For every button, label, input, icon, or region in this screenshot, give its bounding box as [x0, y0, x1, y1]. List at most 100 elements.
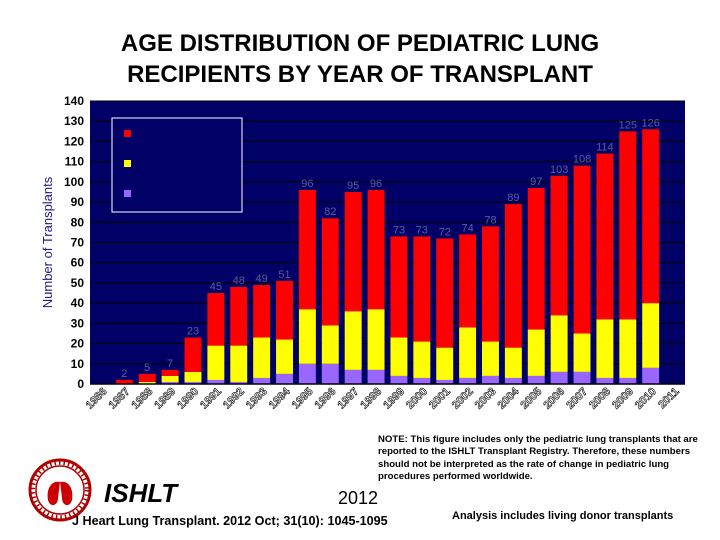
- x-tick-label: 1994: [267, 385, 293, 411]
- bar-total-label: 114: [596, 142, 614, 154]
- y-tick-label: 70: [71, 236, 85, 250]
- bar-segment: [321, 363, 339, 384]
- y-tick-label: 120: [64, 134, 84, 148]
- bar-segment: [482, 375, 499, 384]
- y-tick-label: 80: [71, 215, 85, 229]
- bar-total-label: 97: [530, 176, 542, 188]
- bar-total-label: 2: [121, 368, 127, 380]
- y-tick-label: 20: [71, 337, 85, 351]
- org-name: ISHLT: [104, 478, 178, 508]
- bar-total-label: 73: [393, 224, 405, 236]
- bar-segment: [413, 341, 431, 378]
- bar-segment: [504, 377, 522, 384]
- bar-total-label: 126: [641, 117, 659, 129]
- x-tick-label: 2002: [450, 386, 476, 412]
- bar-segment: [413, 236, 431, 342]
- y-tick-label: 0: [77, 377, 84, 391]
- x-tick-label: 1992: [221, 386, 247, 412]
- bar-segment: [550, 175, 568, 316]
- bar-segment: [504, 347, 522, 378]
- bar-segment: [390, 236, 408, 338]
- bar-segment: [367, 369, 385, 384]
- report-year: 2012: [338, 488, 379, 508]
- x-tick-label: 2001: [427, 386, 453, 412]
- legend-swatch: [124, 130, 131, 137]
- bar-segment: [276, 339, 293, 374]
- bar-segment: [298, 189, 316, 310]
- bar-segment: [459, 234, 477, 328]
- bar-segment: [642, 129, 660, 304]
- bar-segment: [207, 379, 225, 384]
- x-tick-label: 2007: [564, 386, 590, 412]
- bar-segment: [298, 309, 316, 364]
- bar-segment: [573, 333, 591, 372]
- bar-total-label: 95: [347, 180, 359, 192]
- x-tick-label: 2000: [404, 386, 430, 412]
- bar-total-label: 96: [301, 178, 313, 190]
- x-tick-label: 2011: [656, 386, 681, 411]
- bar-segment: [367, 309, 385, 370]
- bar-total-label: 49: [256, 273, 268, 285]
- bar-total-label: 5: [144, 362, 150, 374]
- legend-swatch: [124, 160, 131, 167]
- bar-total-label: 7: [167, 358, 173, 370]
- x-tick-label: 1986: [84, 386, 110, 412]
- bar-segment: [619, 377, 637, 384]
- bar-total-label: 73: [416, 224, 428, 236]
- y-tick-label: 10: [71, 357, 85, 371]
- y-tick-label: 30: [71, 316, 85, 330]
- bar-segment: [504, 204, 522, 348]
- bar-segment: [436, 238, 454, 348]
- legend-swatch: [124, 190, 131, 197]
- bar-segment: [184, 337, 202, 372]
- y-tick-label: 40: [71, 296, 85, 310]
- x-tick-label: 2006: [541, 386, 567, 412]
- bar-segment: [573, 371, 591, 384]
- y-tick-label: 140: [64, 94, 84, 108]
- bar-segment: [459, 327, 477, 378]
- bar-segment: [321, 218, 339, 326]
- bar-segment: [596, 377, 614, 384]
- bar-segment: [390, 375, 408, 384]
- x-tick-label: 2005: [519, 386, 545, 412]
- x-tick-label: 1990: [175, 386, 201, 412]
- bar-segment: [619, 319, 637, 378]
- bar-segment: [642, 367, 660, 384]
- bar-segment: [253, 377, 271, 384]
- bar-segment: [230, 345, 248, 382]
- x-tick-label: 2003: [473, 386, 499, 412]
- bar-segment: [161, 369, 179, 376]
- bar-total-label: 96: [370, 178, 382, 190]
- bar-total-label: 125: [619, 119, 637, 131]
- bar-segment: [253, 284, 271, 338]
- bar-segment: [207, 345, 225, 380]
- title-line-1: AGE DISTRIBUTION OF PEDIATRIC LUNG: [120, 30, 600, 57]
- bar-segment: [161, 381, 179, 384]
- x-tick-label: 1987: [107, 386, 133, 412]
- bar-segment: [413, 377, 431, 384]
- bar-segment: [161, 375, 179, 382]
- x-tick-label: 1998: [358, 386, 384, 412]
- bar-total-label: 51: [278, 269, 290, 281]
- bar-segment: [390, 337, 408, 376]
- ishlt-logo-icon: [28, 458, 92, 522]
- x-tick-label: 2009: [610, 386, 636, 412]
- bar-segment: [184, 381, 202, 384]
- bar-segment: [550, 371, 568, 384]
- living-donor-note: Analysis includes living donor transplan…: [452, 510, 674, 522]
- bar-segment: [573, 165, 591, 334]
- bar-segment: [344, 311, 362, 370]
- bar-segment: [367, 189, 385, 310]
- bar-segment: [550, 315, 568, 372]
- y-tick-label: 130: [64, 114, 84, 128]
- bar-segment: [276, 373, 293, 384]
- bar-segment: [184, 371, 202, 382]
- x-tick-label: 2004: [496, 385, 522, 411]
- bar-segment: [527, 375, 545, 384]
- bar-segment: [253, 337, 271, 378]
- bar-segment: [596, 319, 614, 378]
- x-tick-label: 1999: [381, 386, 407, 412]
- bar-segment: [642, 303, 660, 368]
- title-line-2: RECIPIENTS BY YEAR OF TRANSPLANT: [127, 61, 593, 88]
- y-axis-label: Number of Transplants: [40, 176, 55, 308]
